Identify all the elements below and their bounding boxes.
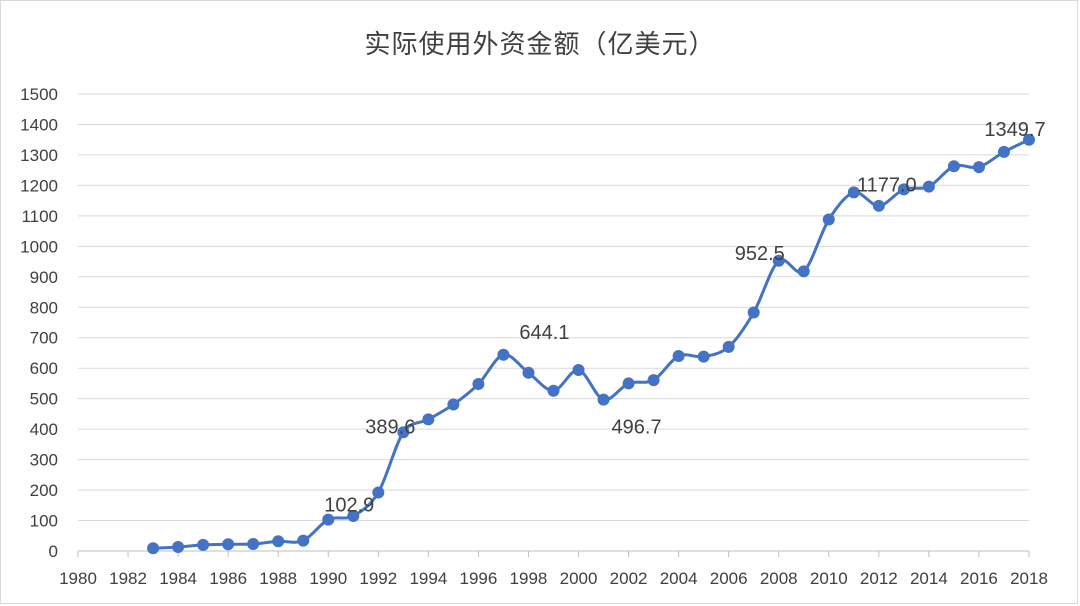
data-point [722, 340, 735, 353]
y-tick-label: 500 [30, 390, 58, 409]
x-tick-label: 1980 [59, 569, 97, 588]
gridlines [78, 93, 1029, 552]
data-point [547, 384, 560, 397]
y-tick-label: 400 [30, 420, 58, 439]
data-label: 952.5 [735, 243, 785, 265]
data-point [247, 537, 260, 550]
series-line [153, 138, 1030, 550]
y-tick-label: 1500 [20, 85, 58, 104]
series [147, 133, 1035, 555]
y-tick-label: 0 [49, 542, 58, 561]
x-tick-label: 2004 [660, 569, 698, 588]
x-tick-label: 2000 [560, 569, 598, 588]
data-point [797, 265, 810, 278]
data-label: 1177.0 [857, 174, 917, 196]
data-point [172, 541, 185, 554]
x-tick-label: 1984 [159, 569, 197, 588]
x-tick-label: 2006 [710, 569, 748, 588]
data-point [222, 538, 235, 551]
data-point [897, 183, 910, 196]
y-tick-label: 1200 [20, 176, 58, 195]
y-tick-label: 200 [30, 481, 58, 500]
data-point [647, 374, 660, 387]
y-tick-label: 1100 [21, 207, 58, 226]
x-tick-label: 1998 [510, 569, 548, 588]
y-tick-label: 600 [30, 359, 58, 378]
x-tick-label: 1994 [409, 569, 447, 588]
x-tick-label: 2008 [760, 569, 798, 588]
y-axis-ticks: 0 100 200 300 400 500 600 700 800 900 1000 1100 1200… [20, 85, 58, 561]
x-tick-label: 1982 [109, 569, 147, 588]
data-point [572, 364, 585, 377]
data-point [372, 486, 385, 499]
data-label: 1349.7 [984, 119, 1045, 141]
data-point [397, 426, 410, 439]
y-tick-label: 700 [30, 329, 58, 348]
data-label: 496.7 [612, 417, 662, 439]
data-label: 644.1 [519, 322, 569, 344]
data-point [322, 513, 335, 526]
x-tick-label: 1986 [209, 569, 247, 588]
x-axis-ticks: 1980 1982 1984 1986 1988 1990 1992 1994 1996 1998… [59, 551, 1048, 588]
data-point [972, 161, 985, 174]
x-tick-label: 2016 [960, 569, 998, 588]
data-point [997, 145, 1010, 158]
data-point [147, 542, 160, 555]
x-tick-label: 2010 [810, 569, 848, 588]
y-tick-label: 1000 [20, 237, 58, 256]
data-point [447, 398, 460, 411]
data-point [872, 199, 885, 212]
data-point [672, 350, 685, 363]
y-tick-label: 100 [30, 512, 58, 531]
x-tick-label: 1990 [309, 569, 347, 588]
y-tick-label: 1400 [20, 115, 58, 134]
data-point [622, 377, 635, 390]
x-tick-label: 2012 [860, 569, 898, 588]
data-point [297, 534, 310, 547]
data-point [422, 413, 435, 426]
x-tick-label: 1996 [460, 569, 498, 588]
data-point [347, 509, 360, 522]
x-tick-label: 2018 [1010, 569, 1048, 588]
data-point [472, 378, 485, 391]
data-point [772, 254, 785, 267]
x-tick-label: 1988 [259, 569, 297, 588]
data-label: 102.9 [324, 495, 374, 517]
data-point [272, 535, 285, 548]
x-tick-label: 1992 [359, 569, 397, 588]
data-point [697, 350, 710, 363]
data-point [197, 538, 210, 551]
data-point [947, 160, 960, 173]
y-tick-label: 300 [30, 451, 58, 470]
y-tick-label: 800 [30, 298, 58, 317]
chart-title: 实际使用外资金额（亿美元） [364, 30, 716, 60]
y-tick-label: 1300 [20, 146, 58, 165]
data-labels: 102.9 389.6 644.1 496.7 952.5 1177.0 1349.7 [324, 119, 1045, 517]
data-point [497, 348, 510, 361]
data-point [1023, 133, 1035, 146]
y-tick-label: 900 [30, 268, 58, 287]
data-point [922, 180, 935, 193]
x-tick-label: 2002 [610, 569, 648, 588]
x-tick-label: 2014 [910, 569, 948, 588]
data-point [747, 306, 760, 319]
data-point [522, 366, 535, 379]
data-label: 389.6 [365, 416, 415, 438]
data-point [822, 213, 835, 226]
data-point [847, 186, 860, 199]
data-point [597, 393, 610, 406]
